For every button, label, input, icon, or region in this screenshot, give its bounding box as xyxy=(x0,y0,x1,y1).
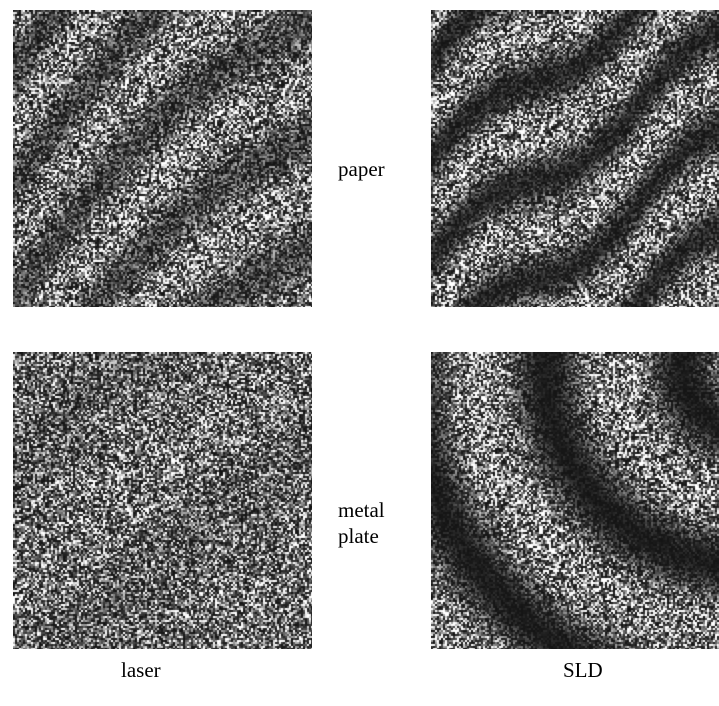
row-label-metal-plate: metal plate xyxy=(338,498,385,548)
panel-metal-laser xyxy=(13,352,312,649)
panel-paper-sld xyxy=(431,10,719,307)
row-label-paper: paper xyxy=(338,157,385,181)
speckle-image xyxy=(13,352,312,649)
speckle-image xyxy=(431,352,719,649)
column-label-laser: laser xyxy=(121,658,161,682)
speckle-image xyxy=(13,10,312,307)
column-label-sld: SLD xyxy=(563,658,603,682)
speckle-image xyxy=(431,10,719,307)
panel-paper-laser xyxy=(13,10,312,307)
panel-metal-sld xyxy=(431,352,719,649)
